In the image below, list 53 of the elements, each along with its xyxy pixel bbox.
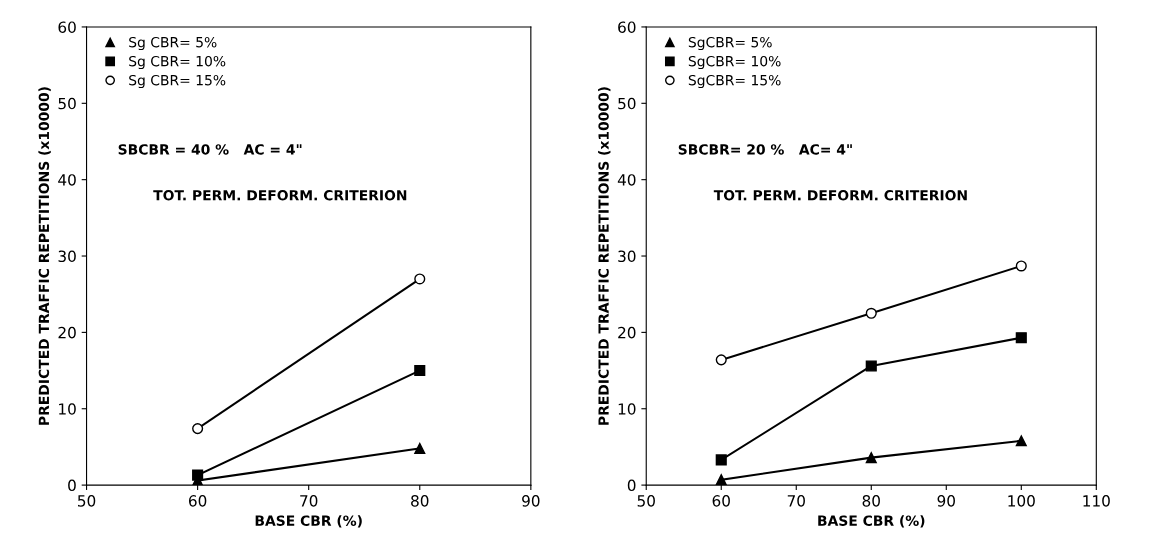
x-tick-label: 110 [1083,495,1110,507]
legend-label: SgCBR= 15% [688,74,781,89]
x-axis-title: BASE CBR (%) [255,515,362,528]
y-tick-label: 10 [59,403,76,415]
y-tick-label: 30 [58,250,76,263]
x-tick-label: 50 [78,495,96,507]
legend-label: SgCBR= 5% [688,36,772,51]
y-tick-label: 50 [58,97,76,110]
annotation: SBCBR= 20 % AC= 4" [678,144,852,155]
x-tick-label: 80 [411,495,429,507]
y-tick-label: 20 [58,326,76,339]
legend-label: Sg CBR= 5% [129,36,217,51]
annotation: TOT. PERM. DEFORM. CRITERION [713,189,967,201]
x-tick-label: 50 [637,495,655,507]
annotation: TOT. PERM. DEFORM. CRITERION [153,189,407,201]
legend-label: Sg CBR= 15% [129,74,226,89]
annotation: SBCBR = 40 % AC = 4" [118,144,302,155]
y-axis-title: PREDICTED TRAFFIC REPETITIONS (x10000) [598,87,611,425]
y-tick-label: 60 [58,21,76,33]
point [865,452,877,464]
y-tick-label: 10 [618,403,636,415]
x-tick-label: 70 [300,495,318,507]
x-tick-label: 80 [862,495,880,507]
x-tick-label: 90 [937,495,955,507]
x-tick-label: 60 [188,495,207,507]
y-tick-label: 0 [627,479,636,492]
legend-label: SgCBR= 10% [688,55,781,70]
x-tick-label: 90 [522,495,540,507]
y-tick-label: 40 [617,174,636,186]
y-tick-label: 60 [618,21,636,33]
y-tick-label: 30 [618,250,636,263]
point [715,454,727,466]
point [715,474,727,486]
point [192,423,204,435]
x-axis-title: BASE CBR (%) [818,515,925,528]
x-tick-label: 60 [712,495,730,507]
y-tick-label: 50 [618,97,636,110]
point [1015,260,1027,272]
y-tick-label: 20 [618,326,636,339]
point [865,360,877,372]
x-tick-label: 100 [1008,495,1035,507]
x-tick-label: 70 [787,495,805,507]
y-tick-label: 0 [68,479,76,492]
point [414,273,426,285]
point [1015,332,1027,344]
point [414,442,426,455]
legend-label: Sg CBR= 10% [129,55,226,70]
y-tick-label: 40 [58,174,76,186]
point [715,354,727,366]
point [1015,435,1027,447]
point [865,307,877,319]
y-axis-title: PREDICTED TRAFFIC REPETITIONS (x10000) [38,87,51,425]
point [414,365,426,377]
